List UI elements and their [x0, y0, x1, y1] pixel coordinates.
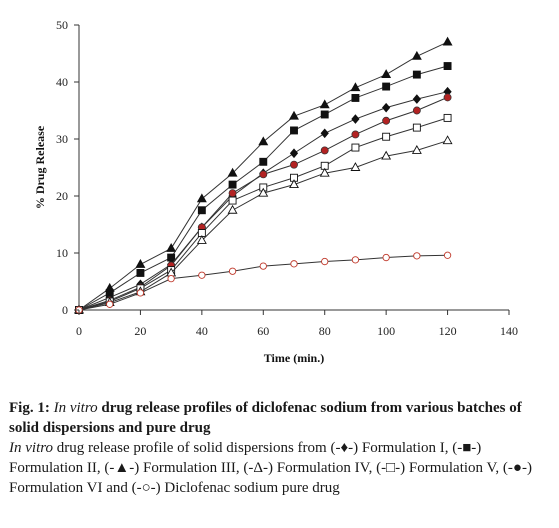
data-point: [289, 148, 299, 159]
data-point: [351, 130, 360, 139]
drug-release-chart: 0 20 40 60 80 100 120 140 0 10 20 30 40 50 Time (min.…: [33, 18, 518, 365]
data-point: [228, 196, 237, 205]
data-point: [351, 114, 360, 124]
x-tick-label: 0: [76, 324, 82, 338]
data-point: [289, 110, 299, 120]
figure-description: In vitro drug release profile of solid d…: [9, 438, 554, 498]
data-point: [290, 126, 298, 135]
data-point: [290, 160, 298, 169]
series-7: [75, 251, 452, 314]
data-point: [259, 157, 268, 166]
data-point: [411, 50, 422, 60]
x-tick-label: 40: [196, 324, 208, 338]
data-point: [382, 132, 391, 141]
data-point: [412, 106, 421, 115]
ticks: 0 20 40 60 80 100 120 140 0 10 20 30 40 50: [56, 18, 518, 338]
data-point: [412, 94, 421, 104]
y-tick-label: 50: [56, 18, 68, 32]
data-point: [382, 82, 391, 91]
data-point: [258, 136, 269, 146]
figure-title-text: drug release profiles of diclofenac sodi…: [9, 400, 522, 436]
data-point: [290, 260, 298, 268]
data-point: [443, 93, 452, 102]
figure-title: Fig. 1: In vitro drug release profiles o…: [9, 398, 554, 438]
data-point: [197, 206, 206, 215]
y-tick-label: 0: [62, 303, 68, 317]
data-point: [382, 253, 390, 262]
data-point: [350, 82, 361, 92]
data-point: [382, 102, 391, 113]
data-point: [320, 128, 329, 139]
data-point: [319, 99, 330, 109]
data-point: [196, 193, 207, 203]
data-point: [350, 162, 361, 171]
series-line: [78, 140, 448, 311]
data-point: [228, 189, 237, 198]
data-point: [319, 167, 330, 177]
data-point: [228, 267, 237, 275]
data-point: [228, 180, 237, 189]
figure-label: Fig. 1:: [9, 400, 54, 416]
data-point: [289, 179, 299, 189]
x-tick-label: 140: [500, 324, 518, 338]
description-text: drug release profile of solid dispersion…: [9, 440, 532, 496]
data-point: [443, 62, 452, 70]
x-tick-label: 20: [134, 324, 146, 338]
x-tick-label: 80: [319, 324, 331, 338]
data-point: [259, 170, 268, 179]
data-point: [196, 235, 207, 244]
data-point: [258, 187, 269, 197]
data-point: [227, 167, 238, 177]
chart-area: 0 20 40 60 80 100 120 140 0 10 20 30 40 50 Time (min.…: [33, 18, 518, 365]
figure-title-italic: In vitro: [53, 400, 98, 416]
data-point: [443, 113, 452, 122]
description-italic: In vitro: [9, 440, 54, 456]
data-point: [413, 252, 421, 260]
data-point: [351, 143, 360, 152]
series-layer: [74, 36, 453, 315]
data-point: [320, 146, 329, 155]
series-1: [74, 36, 453, 314]
data-point: [167, 274, 175, 283]
y-tick-label: 40: [56, 75, 68, 89]
data-point: [412, 70, 421, 79]
x-tick-label: 60: [257, 324, 269, 338]
y-tick-label: 10: [56, 246, 68, 260]
figure-caption: Fig. 1: In vitro drug release profiles o…: [9, 398, 554, 498]
data-point: [227, 204, 238, 214]
data-point: [443, 251, 452, 259]
data-point: [412, 123, 421, 132]
series-line: [78, 96, 448, 311]
x-tick-label: 120: [439, 324, 457, 338]
series-line: [78, 117, 448, 311]
data-point: [442, 36, 453, 46]
data-point: [381, 69, 392, 79]
y-axis-title: % Drug Release: [33, 125, 47, 209]
x-axis-title: Time (min.): [264, 351, 324, 365]
data-point: [381, 150, 392, 160]
data-point: [135, 258, 146, 268]
data-point: [442, 135, 453, 145]
data-point: [106, 300, 114, 308]
data-point: [166, 243, 177, 252]
y-tick-label: 30: [56, 132, 68, 146]
axes: [78, 25, 509, 311]
data-point: [136, 269, 145, 277]
y-tick-label: 20: [56, 189, 68, 203]
data-point: [411, 144, 422, 154]
data-point: [259, 262, 267, 270]
data-point: [351, 94, 360, 102]
data-point: [136, 289, 145, 297]
data-point: [382, 116, 391, 125]
series-3: [74, 86, 452, 315]
data-point: [321, 257, 329, 266]
data-point: [351, 256, 360, 264]
data-point: [198, 271, 206, 279]
x-tick-label: 100: [377, 324, 395, 338]
data-point: [320, 110, 329, 119]
series-4: [75, 93, 452, 314]
